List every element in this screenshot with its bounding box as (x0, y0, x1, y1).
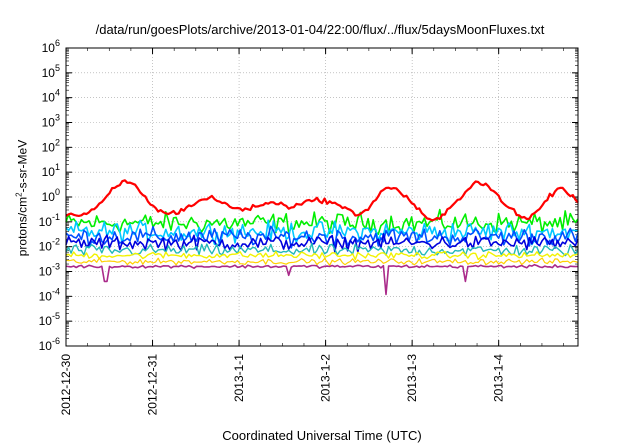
series-line (65, 250, 579, 261)
plot-frame (65, 47, 579, 347)
y-tick-label: 10-1 (39, 212, 60, 229)
y-tick-label: 10-5 (39, 311, 60, 328)
y-tick-label: 105 (42, 63, 60, 80)
y-tick-label: 100 (42, 187, 60, 204)
x-tick-label: 2013-1-1 (232, 354, 246, 402)
series-line (65, 242, 579, 257)
y-tick-label: 106 (42, 38, 60, 55)
y-tick-label: 10-3 (39, 262, 60, 279)
y-tick-label: 102 (42, 137, 60, 154)
x-tick-label: 2012-12-30 (59, 354, 73, 416)
chart-title: /data/run/goesPlots/archive/2013-01-04/2… (95, 22, 545, 37)
y-tick-label: 10-2 (39, 237, 60, 254)
x-tick-label: 2013-1-4 (492, 354, 506, 402)
y-tick-label: 10-4 (39, 286, 60, 303)
series-line (65, 263, 579, 296)
series-line (65, 179, 579, 222)
series-line (65, 233, 579, 253)
x-tick-label: 2013-1-3 (405, 354, 419, 402)
y-tick-label: 10-6 (39, 336, 60, 353)
x-axis-label: Coordinated Universal Time (UTC) (222, 428, 422, 443)
series-line (65, 219, 579, 247)
x-tick-label: 2012-12-31 (146, 354, 160, 416)
x-tick-label: 2013-1-2 (319, 354, 333, 402)
series-line (65, 225, 579, 249)
y-tick-label: 103 (42, 113, 60, 130)
series-line (65, 257, 579, 266)
y-tick-label: 104 (42, 88, 60, 105)
y-tick-label: 101 (42, 162, 60, 179)
